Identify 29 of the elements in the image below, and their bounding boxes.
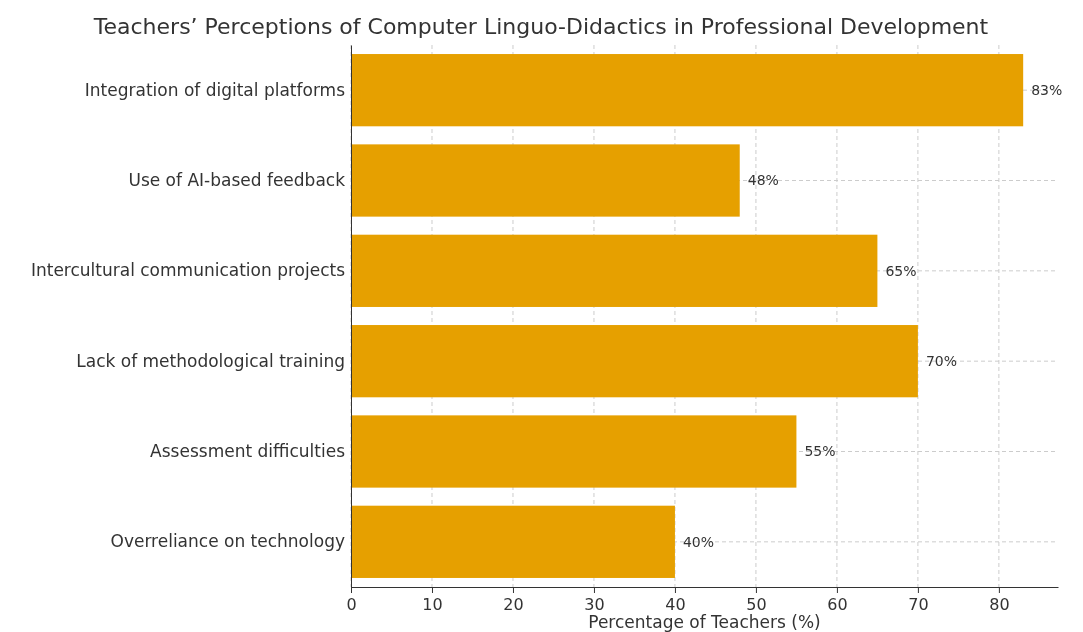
x-tick-label: 80 [989,595,1010,615]
data-label: 55% [804,443,836,460]
y-tick-label: Overreliance on technology [110,531,345,552]
x-tick-label: 40 [665,595,686,615]
x-tick-label: 30 [584,595,605,615]
y-tick-label: Lack of methodological training [76,350,345,371]
x-axis-title: Percentage of Teachers (%) [588,612,821,632]
data-label: 48% [747,172,779,189]
data-label: 40% [682,533,715,550]
x-tick-label: 20 [503,595,524,615]
bar [351,415,797,488]
x-tick-label: 70 [908,595,929,615]
bar [351,54,1024,127]
data-label: 65% [885,262,917,279]
y-tick-label: Assessment difficulties [150,440,346,461]
y-tick-label: Intercultural communication projects [30,260,346,281]
bar [351,144,740,217]
data-label: 83% [1031,82,1063,99]
y-tick-label: Integration of digital platforms [84,79,346,100]
x-tick-label: 0 [346,595,357,615]
x-tick-label: 60 [827,595,848,615]
chart-title: Teachers’ Perceptions of Computer Linguo-Didactics in Professional Development [92,14,989,39]
x-tick-label: 10 [422,595,443,615]
bar [351,234,878,307]
bar [351,325,918,398]
x-tick-label: 50 [746,595,767,615]
data-label: 70% [925,353,958,370]
y-tick-label: Use of AI-based feedback [128,169,346,190]
bar [351,505,675,578]
